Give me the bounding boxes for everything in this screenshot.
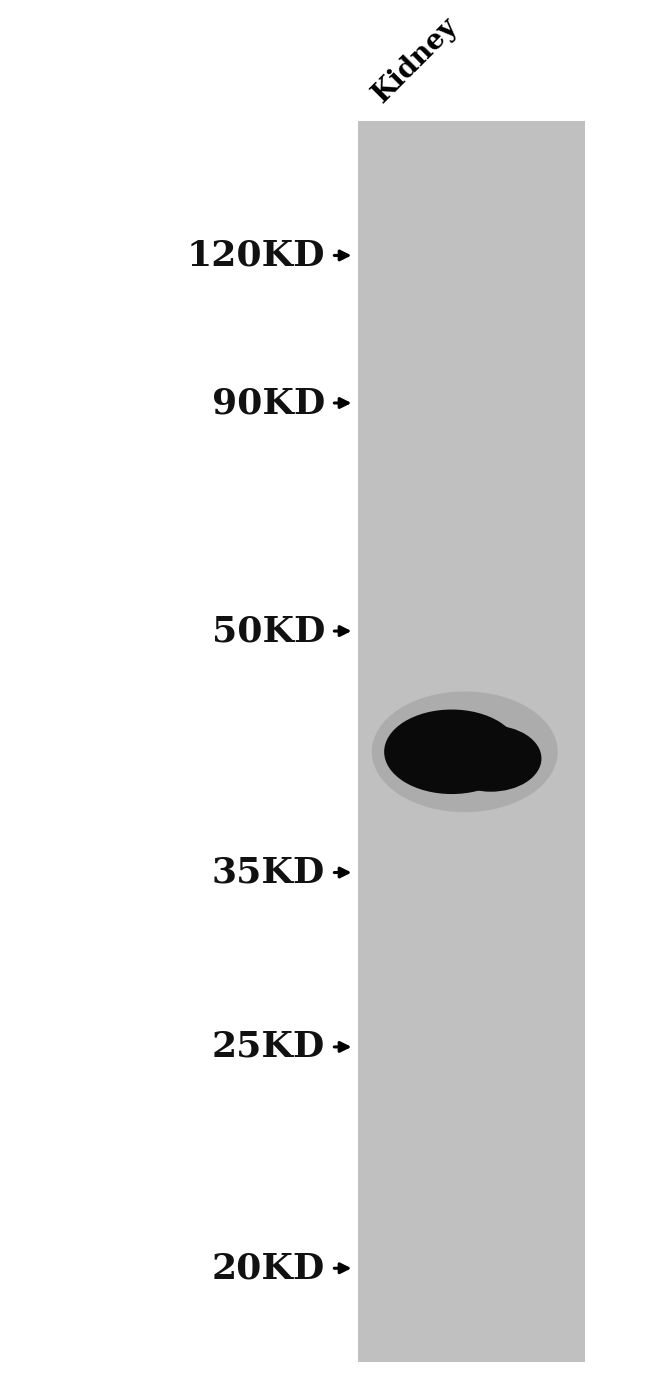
Text: 35KD: 35KD bbox=[212, 856, 325, 889]
Text: 25KD: 25KD bbox=[212, 1029, 325, 1064]
Text: 120KD: 120KD bbox=[187, 239, 325, 272]
Text: Kidney: Kidney bbox=[368, 13, 463, 108]
Text: 20KD: 20KD bbox=[212, 1251, 325, 1285]
Ellipse shape bbox=[384, 710, 519, 795]
Text: 90KD: 90KD bbox=[212, 386, 325, 419]
Text: 50KD: 50KD bbox=[212, 614, 325, 649]
Bar bbox=[358, 121, 585, 1363]
Ellipse shape bbox=[372, 692, 558, 813]
Ellipse shape bbox=[440, 725, 541, 792]
